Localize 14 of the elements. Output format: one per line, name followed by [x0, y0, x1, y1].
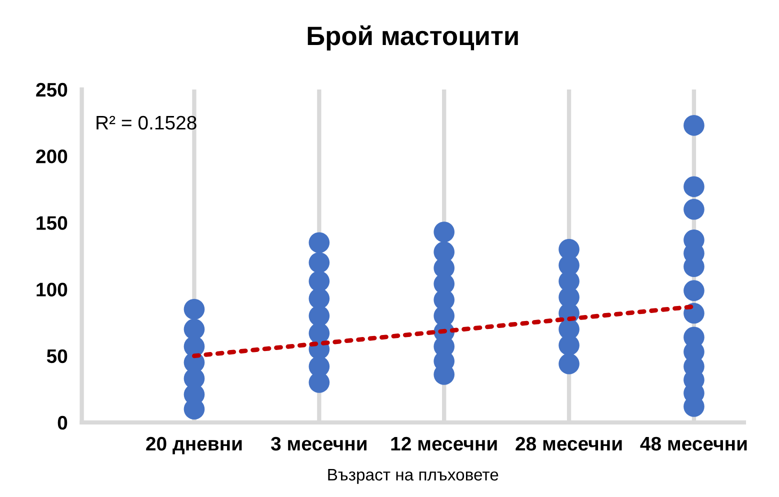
y-tick-label: 150 — [36, 216, 68, 230]
y-tick-label: 250 — [36, 82, 68, 97]
y-tick-label: 100 — [36, 282, 68, 296]
x-axis-title: Възраст на плъховете — [328, 468, 498, 484]
x-tick-label: 28 месечни — [516, 436, 622, 451]
x-tick-label: 12 месечни — [391, 436, 497, 451]
x-tick-label: 3 месечни — [270, 436, 366, 451]
chart-title: Брой мастоцити — [308, 25, 518, 50]
y-tick-label: 200 — [36, 150, 68, 164]
annotation: R² = 0.1528 — [96, 116, 196, 130]
y-tick-label: 0 — [58, 416, 68, 430]
y-tick-label: 50 — [46, 349, 68, 364]
x-tick-label: 48 месечни — [640, 436, 747, 451]
x-tick-label: 20 дневни — [146, 436, 242, 454]
